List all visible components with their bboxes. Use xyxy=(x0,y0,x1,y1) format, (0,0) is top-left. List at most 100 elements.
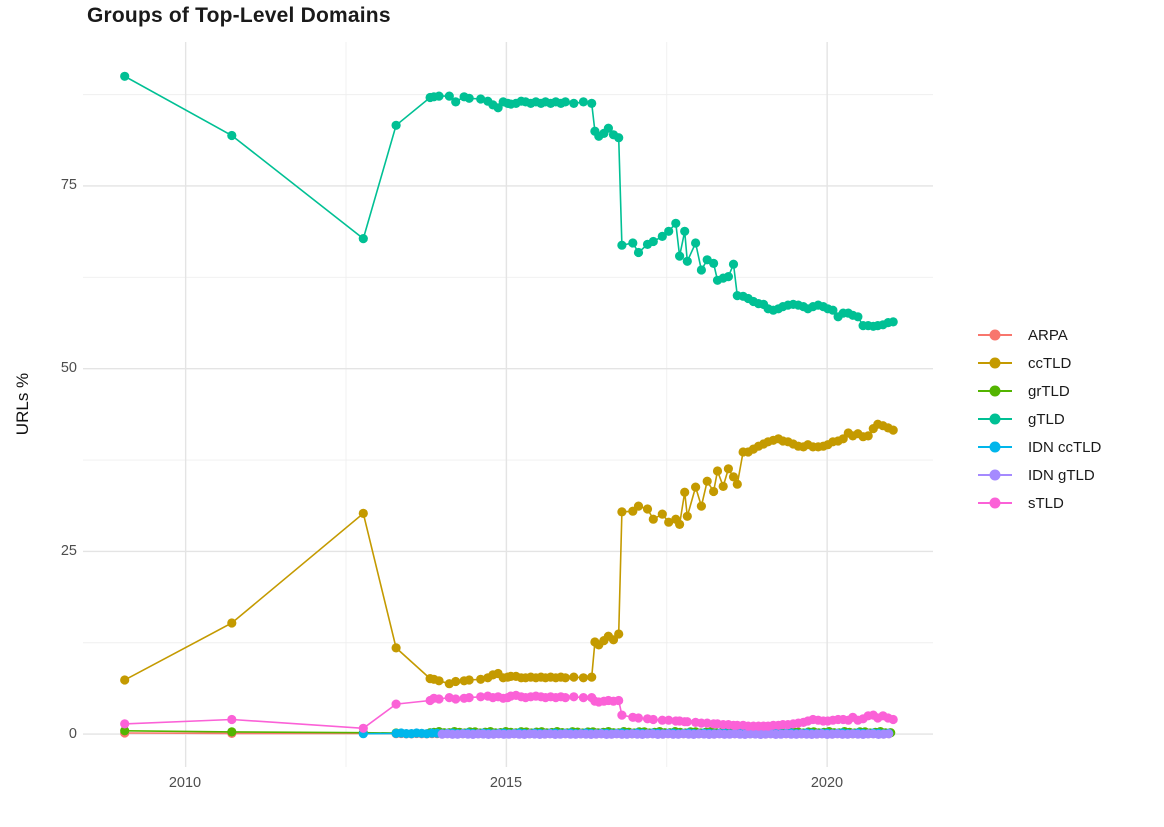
legend-label: IDN ccTLD xyxy=(1028,438,1102,456)
data-point xyxy=(476,94,486,104)
data-point xyxy=(227,130,237,141)
data-point xyxy=(675,251,685,261)
series-idn-gtld xyxy=(437,729,894,740)
data-point xyxy=(569,672,579,682)
data-point xyxy=(657,231,667,241)
data-point xyxy=(728,259,739,269)
data-point xyxy=(863,431,873,441)
data-point xyxy=(464,693,474,703)
legend: ARPA ccTLD grTLD gTLD IDN ccTLD IDN gTLD… xyxy=(978,321,1101,517)
data-point xyxy=(444,91,454,101)
legend-item-cctld: ccTLD xyxy=(978,349,1101,377)
series-cctld xyxy=(120,419,898,689)
legend-item-gtld: gTLD xyxy=(978,405,1101,433)
data-point xyxy=(614,695,624,706)
x-tick-label-2015: 2015 xyxy=(489,775,523,791)
legend-label: ARPA xyxy=(1028,326,1068,344)
legend-label: sTLD xyxy=(1028,494,1064,512)
y-tick-label-75: 75 xyxy=(60,177,77,193)
data-point xyxy=(888,317,898,327)
data-point xyxy=(578,693,589,703)
data-point xyxy=(464,675,474,685)
legend-item-stld: sTLD xyxy=(978,489,1101,517)
legend-key-swatch xyxy=(978,441,1012,453)
data-point xyxy=(587,672,597,682)
data-point xyxy=(476,674,486,684)
series-gtld xyxy=(120,71,898,331)
data-point xyxy=(682,256,692,266)
data-point xyxy=(434,676,444,686)
legend-label: IDN gTLD xyxy=(1028,466,1095,484)
legend-item-arpa: ARPA xyxy=(978,321,1101,349)
y-tick-label-0: 0 xyxy=(68,726,77,742)
data-point xyxy=(617,507,627,517)
data-point xyxy=(633,247,644,258)
data-point xyxy=(712,466,723,476)
legend-key-swatch xyxy=(978,413,1012,425)
legend-key-swatch xyxy=(978,497,1012,509)
data-point xyxy=(664,226,674,236)
data-point xyxy=(723,272,734,282)
data-point xyxy=(642,504,653,514)
data-point xyxy=(884,729,894,739)
data-point xyxy=(358,234,368,244)
data-point xyxy=(451,694,461,704)
series-line xyxy=(124,423,894,685)
data-point xyxy=(648,714,658,725)
data-point xyxy=(828,305,838,315)
data-point xyxy=(682,717,692,727)
data-point xyxy=(476,692,486,702)
data-point xyxy=(648,236,658,247)
data-point xyxy=(691,482,701,492)
data-point xyxy=(578,673,589,683)
data-point xyxy=(696,265,707,275)
chart-title: Groups of Top-Level Domains xyxy=(87,4,391,27)
data-point xyxy=(633,713,644,723)
series-line xyxy=(124,75,894,328)
y-tick-label-50: 50 xyxy=(60,360,77,376)
data-point xyxy=(227,618,237,628)
data-point xyxy=(675,519,685,530)
data-point xyxy=(682,511,692,521)
data-point xyxy=(680,226,690,236)
data-point xyxy=(732,479,742,489)
data-point xyxy=(358,508,368,518)
data-point xyxy=(664,517,674,527)
data-point xyxy=(709,258,719,268)
data-point xyxy=(888,425,898,435)
x-tick-label-2010: 2010 xyxy=(168,775,202,791)
data-point xyxy=(120,71,130,81)
data-point xyxy=(569,692,579,702)
data-point xyxy=(603,123,614,133)
legend-item-idn-gtld: IDN gTLD xyxy=(978,461,1101,489)
data-point xyxy=(587,98,597,108)
legend-label: gTLD xyxy=(1028,410,1065,428)
data-point xyxy=(617,710,627,720)
x-tick-label-2020: 2020 xyxy=(810,775,844,791)
data-point xyxy=(657,509,667,519)
data-point xyxy=(853,312,863,322)
y-tick-label-25: 25 xyxy=(60,543,77,559)
data-point xyxy=(120,675,130,685)
data-point xyxy=(680,487,690,497)
data-point xyxy=(227,714,237,725)
data-point xyxy=(451,97,461,107)
legend-label: ccTLD xyxy=(1028,354,1072,372)
data-point xyxy=(464,93,474,103)
data-point xyxy=(614,133,624,143)
data-point xyxy=(691,238,701,248)
data-point xyxy=(434,91,444,101)
data-point xyxy=(628,238,638,248)
legend-item-idn-cctld: IDN ccTLD xyxy=(978,433,1101,461)
data-point xyxy=(578,97,589,107)
data-point xyxy=(391,699,401,709)
data-point xyxy=(560,673,571,683)
data-point xyxy=(664,715,674,725)
data-point xyxy=(657,715,667,725)
data-point xyxy=(560,693,571,703)
data-point xyxy=(120,719,130,729)
data-point xyxy=(728,472,739,482)
data-point xyxy=(702,476,712,486)
data-point xyxy=(569,98,579,108)
